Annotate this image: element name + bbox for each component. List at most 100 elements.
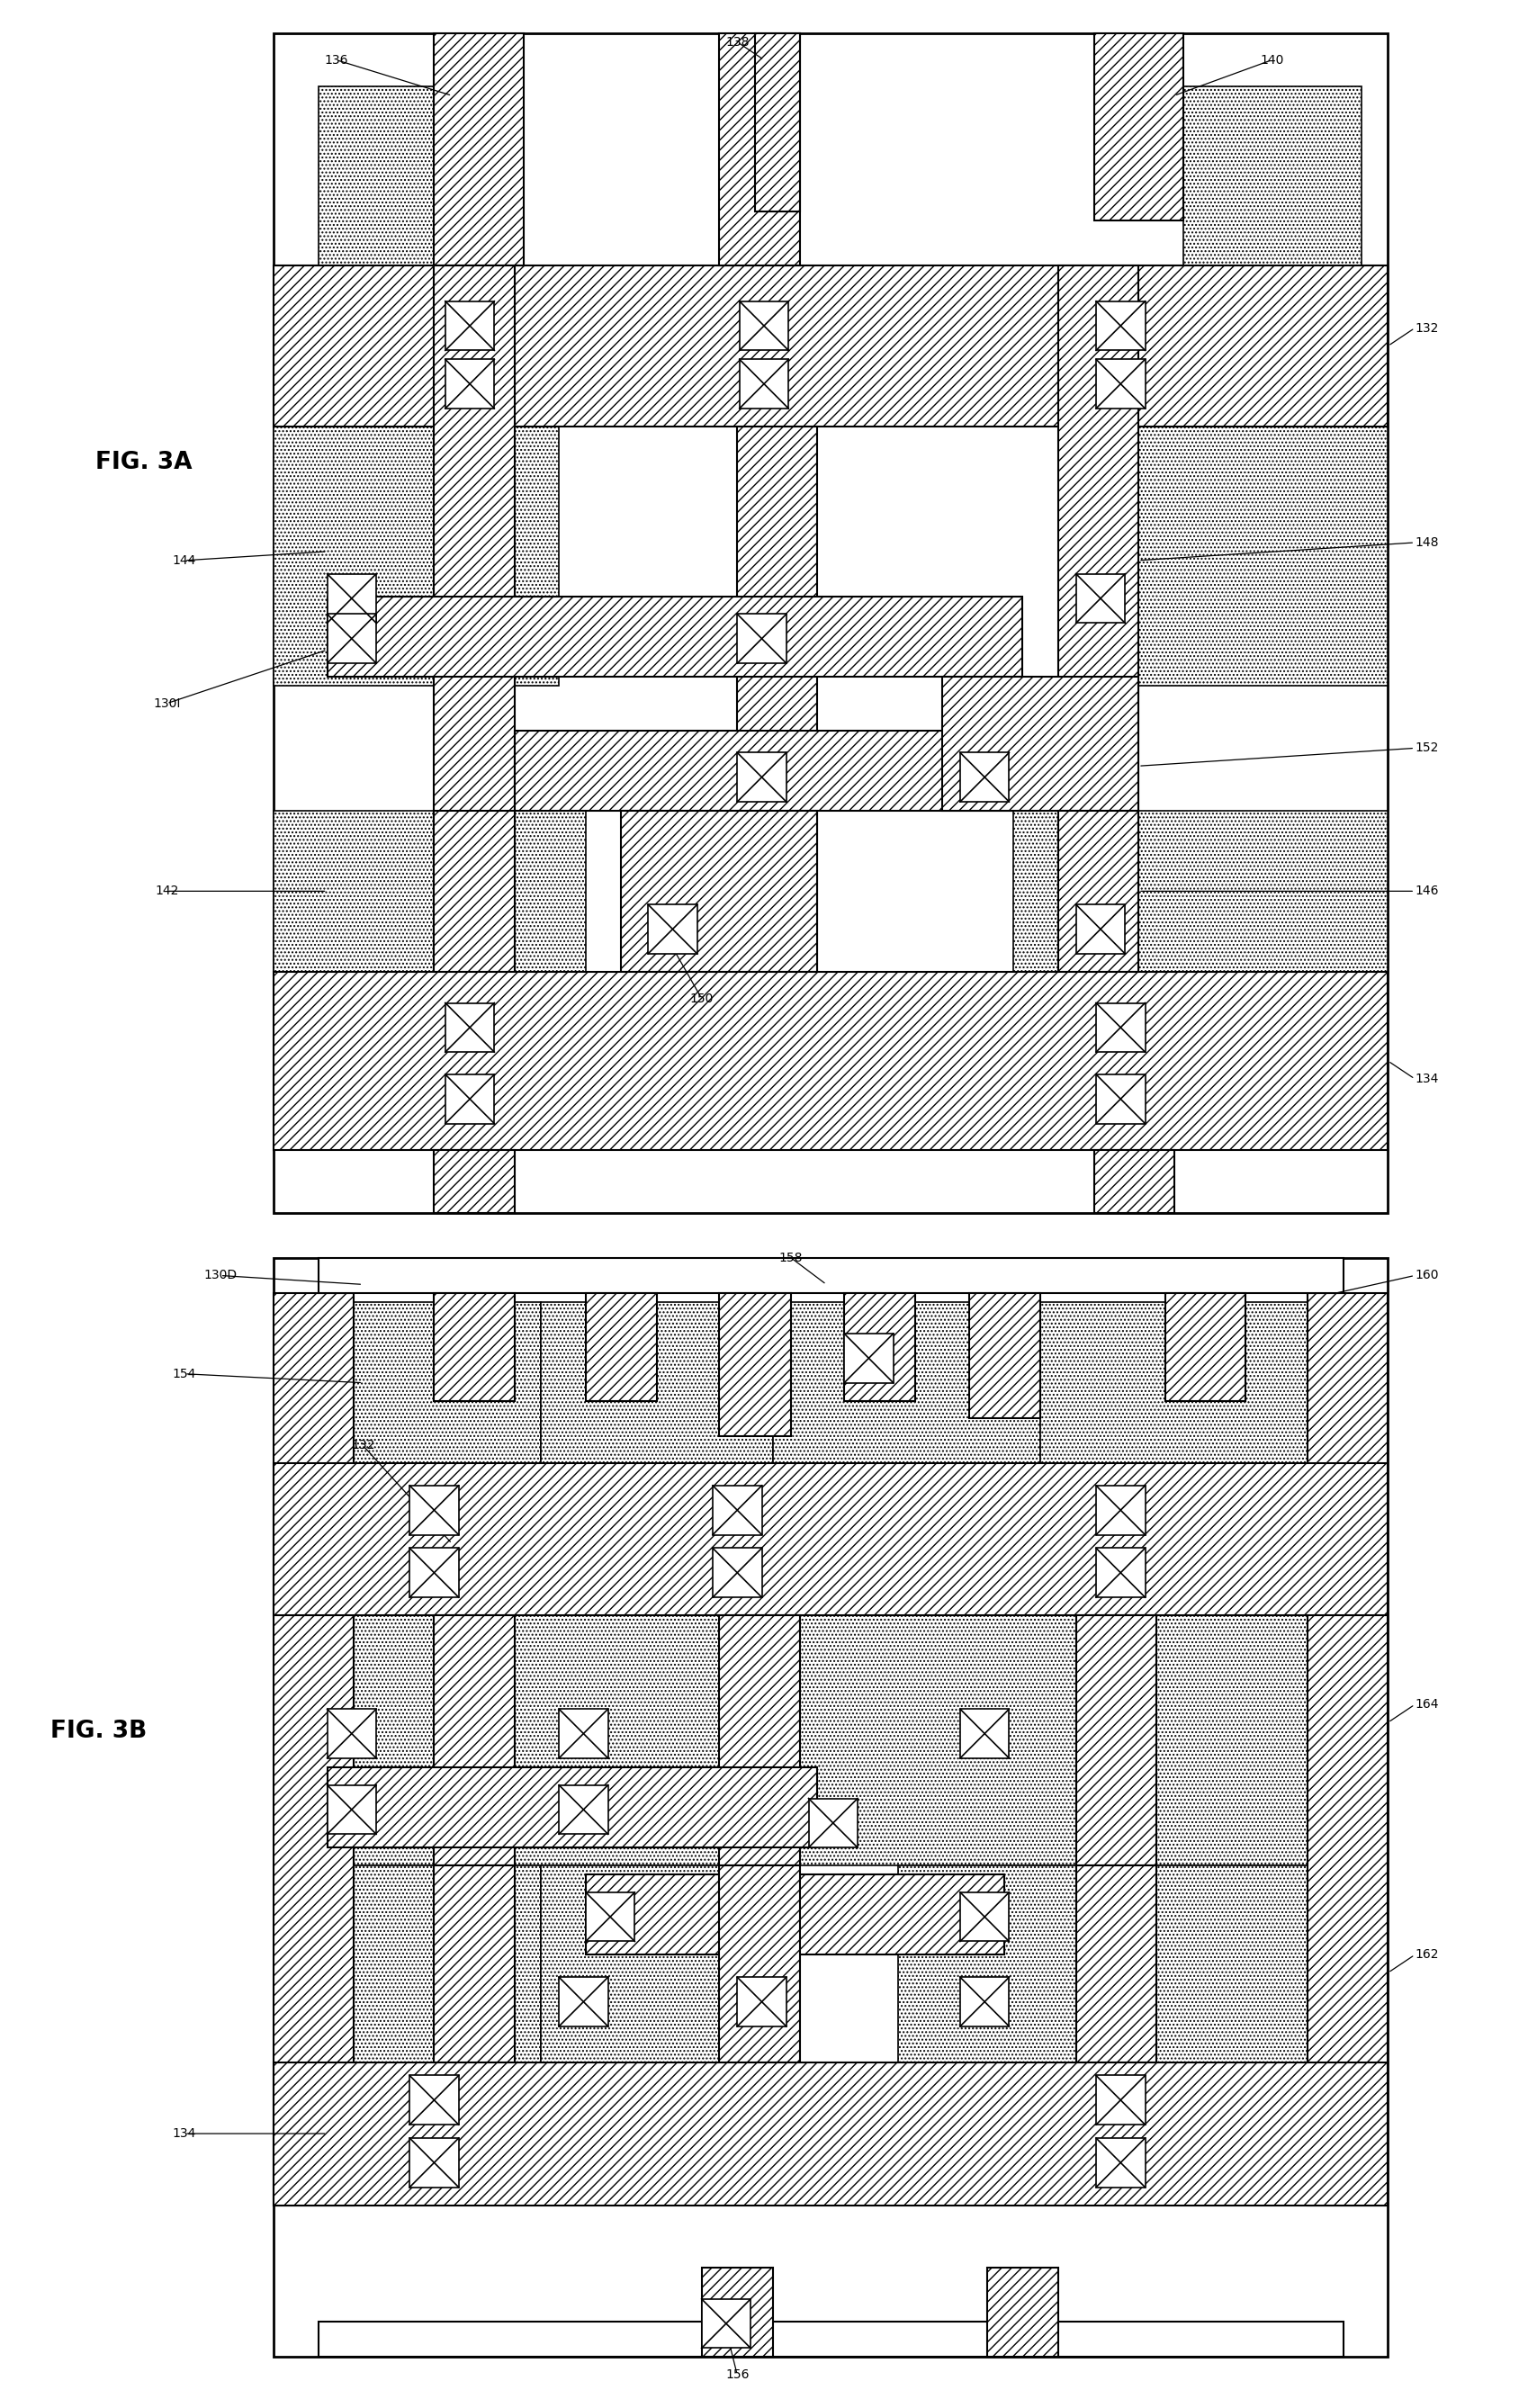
Bar [969,1293,1041,1418]
Text: 154: 154 [173,1368,197,1380]
Text: 156: 156 [726,2369,749,2382]
Bar [1059,811,1138,970]
Bar [736,1977,787,2028]
Bar [701,2300,750,2348]
Bar [736,426,817,970]
Bar [559,1784,608,1835]
Bar [434,265,515,970]
Bar [1096,1548,1144,1597]
Text: 142: 142 [154,884,179,898]
Bar [327,573,376,624]
Text: 132: 132 [351,1440,374,1452]
Bar [585,1873,1005,1955]
Bar [736,754,787,802]
Bar [648,905,697,954]
Bar [410,1548,458,1597]
Bar [736,1616,1387,1866]
Bar [1096,2076,1144,2124]
Bar [960,1977,1008,2028]
Bar [274,811,585,970]
Text: 144: 144 [173,554,197,566]
Bar [1096,359,1144,409]
Bar [434,34,523,265]
Bar [736,614,787,662]
Bar [327,597,1022,677]
Bar [410,1486,458,1534]
Text: 160: 160 [1415,1269,1439,1281]
Bar [755,34,799,212]
Bar [585,1293,657,1401]
Bar [740,359,788,409]
Text: 138: 138 [726,36,749,48]
Bar [445,1074,495,1125]
Bar [318,1257,1343,1293]
Bar [1308,1293,1387,2206]
Bar [1094,1151,1174,1214]
Bar [1096,2138,1144,2186]
Bar [274,34,1387,1214]
Bar [274,1293,354,2206]
Text: FIG. 3B: FIG. 3B [50,1719,147,1743]
Bar [1096,1002,1144,1052]
Bar [410,2138,458,2186]
Bar [274,1616,736,1866]
Bar [960,754,1008,802]
Text: 134: 134 [173,2126,197,2141]
Bar [445,359,495,409]
Bar [622,811,817,970]
Bar [445,301,495,352]
Bar [1096,301,1144,352]
Bar [1041,1303,1387,1464]
Text: 130I: 130I [153,698,180,710]
Bar [327,614,376,662]
Bar [1059,426,1387,686]
Bar [898,1866,1387,2061]
Bar [541,1303,773,1464]
Bar [274,970,1387,1151]
Bar [1096,1486,1144,1534]
Text: 158: 158 [779,1252,802,1264]
Bar [445,1002,495,1052]
Bar [274,1303,541,1464]
Bar [434,1293,515,1401]
Text: 130D: 130D [203,1269,237,1281]
Text: 146: 146 [1415,884,1439,898]
Bar [1076,905,1125,954]
Bar [845,1293,915,1401]
Bar [1183,87,1361,265]
Bar [960,1710,1008,1758]
Bar [327,1784,376,1835]
Bar [1076,1866,1157,2061]
Bar [845,1334,894,1382]
Bar [541,1866,773,2061]
Bar [987,2268,1059,2357]
Bar [274,1464,1387,1616]
Bar [1059,265,1138,970]
Bar [720,34,799,265]
Text: 132: 132 [1415,323,1438,335]
Text: 134: 134 [1415,1072,1438,1086]
Bar [1013,811,1387,970]
Bar [559,1977,608,2028]
Text: 150: 150 [689,992,714,1004]
Bar [1094,34,1183,222]
Bar [434,1151,515,1214]
Bar [327,1710,376,1758]
Bar [740,301,788,352]
Text: 162: 162 [1415,1948,1439,1960]
Bar [960,1893,1008,1941]
Text: 136: 136 [324,53,348,65]
Bar [327,1767,817,1847]
Bar [773,1303,1041,1464]
Text: 148: 148 [1415,537,1439,549]
Bar [274,1866,541,2061]
Bar [720,1293,792,1438]
Bar [720,1866,799,2061]
Bar [318,87,434,265]
Bar [720,1616,799,1866]
Bar [701,2268,773,2357]
Bar [274,426,559,686]
Bar [1076,573,1125,624]
Bar [712,1486,762,1534]
Bar [1166,1293,1245,1401]
